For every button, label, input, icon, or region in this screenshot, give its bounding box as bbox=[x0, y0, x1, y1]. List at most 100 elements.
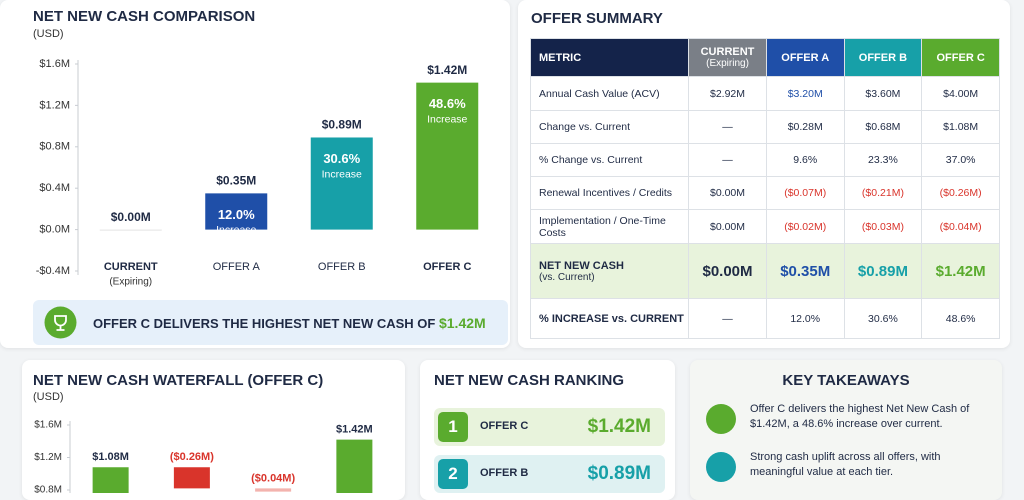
x-tick-label: OFFER A bbox=[213, 261, 261, 273]
column-header: OFFER C bbox=[921, 38, 1000, 77]
waterfall-bar bbox=[255, 488, 292, 492]
bar bbox=[310, 137, 373, 230]
trophy-icon bbox=[44, 306, 77, 339]
value-cell: ($0.21M) bbox=[843, 176, 923, 210]
metric-cell: % INCREASE vs. CURRENT bbox=[529, 298, 690, 339]
value-cell: ($0.26M) bbox=[921, 176, 1000, 210]
y-tick-label: -$0.4M bbox=[36, 265, 70, 277]
value-cell: — bbox=[688, 143, 767, 177]
bar bbox=[416, 82, 479, 230]
metric-cell: % Change vs. Current bbox=[529, 143, 690, 177]
value-cell: $4.00M bbox=[921, 76, 1000, 111]
waterfall-card: NET NEW CASH WATERFALL (OFFER C) (USD) $… bbox=[22, 360, 405, 500]
value-cell: 48.6% bbox=[921, 298, 1000, 339]
value-cell: $0.00M bbox=[688, 176, 767, 210]
value-cell: 30.6% bbox=[843, 298, 923, 339]
value-label: $1.42M bbox=[427, 63, 467, 77]
y-tick-label: $1.2M bbox=[34, 452, 62, 463]
table-row: % INCREASE vs. CURRENT —12.0% 30.6% 48.6% bbox=[529, 298, 1000, 339]
rank-name: OFFER B bbox=[480, 467, 529, 479]
column-label: OFFER B bbox=[858, 51, 908, 64]
table-row: NET NEW CASH (vs. Current) $0.00M $0.35M $0.… bbox=[529, 243, 1000, 299]
value-cell: $1.08M bbox=[921, 110, 1000, 144]
value-cell: 9.6% bbox=[765, 143, 845, 177]
banner: OFFER C DELIVERS THE HIGHEST NET NEW CAS… bbox=[33, 300, 508, 345]
x-tick-note: (Expiring) bbox=[109, 277, 152, 288]
x-tick-label: OFFER C bbox=[423, 261, 471, 273]
value-label: $0.00M bbox=[111, 210, 151, 224]
comparison-card: NET NEW CASH COMPARISON (USD) $1.6M $1.2M… bbox=[0, 0, 510, 348]
chart-subtitle: (USD) bbox=[33, 28, 64, 40]
ranking-title: NET NEW CASH RANKING bbox=[434, 372, 624, 389]
bar bbox=[205, 193, 268, 230]
metric-label: Change vs. Current bbox=[539, 121, 631, 133]
bar-label-caption: Increase bbox=[216, 224, 256, 236]
y-tick-label: $0.8M bbox=[39, 141, 70, 153]
column-note: (Expiring) bbox=[706, 58, 749, 69]
y-tick-label: $0.8M bbox=[34, 485, 62, 493]
column-header: OFFER A bbox=[765, 38, 845, 77]
y-tick-label: $0.4M bbox=[39, 182, 70, 194]
column-header: METRIC bbox=[529, 38, 690, 77]
takeaway-icon bbox=[706, 452, 736, 482]
summary-table: METRIC CURRENT (Expiring) OFFER A OFFER B OFF… bbox=[529, 38, 1000, 339]
value-label: ($0.04M) bbox=[251, 472, 295, 484]
value-cell: $0.00M bbox=[688, 209, 767, 244]
value-cell: $3.20M bbox=[765, 76, 845, 111]
metric-cell: NET NEW CASH (vs. Current) bbox=[529, 243, 690, 299]
rank-value: $1.42M bbox=[587, 416, 651, 437]
value-label: $0.89M bbox=[322, 118, 362, 132]
table-row: Change vs. Current — $0.28M $0.68M $1.08M bbox=[529, 110, 1000, 144]
rank-badge: 2 bbox=[438, 459, 468, 489]
summary-card: OFFER SUMMARY METRIC CURRENT (Expiring) OFF… bbox=[518, 0, 1010, 348]
metric-label: Renewal Incentives / Credits bbox=[539, 187, 673, 199]
value-cell: $0.89M bbox=[843, 243, 923, 299]
waterfall-title: NET NEW CASH WATERFALL (OFFER C) bbox=[33, 372, 324, 389]
value-cell: 23.3% bbox=[843, 143, 923, 177]
banner-highlight: $1.42M bbox=[438, 315, 486, 331]
bar-chart: $1.6M $1.2M $0.8M $0.4M $0.0M -$0.4M $0.00M CUR… bbox=[36, 58, 479, 288]
ranking-card: NET NEW CASH RANKING 1 OFFER C $1.42M 2 OFFE… bbox=[420, 360, 675, 500]
value-cell: $2.92M bbox=[688, 76, 767, 111]
value-cell: $0.35M bbox=[765, 243, 845, 299]
takeaways-title: KEY TAKEAWAYS bbox=[782, 372, 910, 389]
value-label: ($0.26M) bbox=[170, 451, 214, 463]
table-row: Renewal Incentives / Credits $0.00M ($0.07… bbox=[529, 176, 1000, 210]
value-cell: $0.28M bbox=[765, 110, 845, 144]
bar-label: 48.6% bbox=[429, 96, 466, 111]
column-label: OFFER A bbox=[781, 51, 830, 64]
metric-cell: Change vs. Current bbox=[529, 110, 690, 144]
waterfall-bar bbox=[173, 467, 210, 489]
metric-cell: Renewal Incentives / Credits bbox=[529, 176, 690, 210]
value-cell: 12.0% bbox=[765, 298, 845, 339]
waterfall-subtitle: (USD) bbox=[33, 391, 64, 403]
value-cell: ($0.07M) bbox=[765, 176, 845, 210]
banner-label: OFFER C DELIVERS THE HIGHEST NET NEW CAS… bbox=[93, 316, 436, 331]
metric-label: % Change vs. Current bbox=[539, 154, 643, 166]
banner-text: OFFER C DELIVERS THE HIGHEST NET NEW CAS… bbox=[93, 315, 486, 331]
header-row: METRIC CURRENT (Expiring) OFFER A OFFER B OFF… bbox=[529, 38, 1000, 77]
waterfall-chart: $1.6M $1.2M $0.8M $1.08M ($0.26M) ($0.04M) $1.… bbox=[34, 420, 373, 493]
bar-label-caption: Increase bbox=[427, 113, 467, 125]
waterfall-bar bbox=[336, 439, 373, 493]
y-tick-label: $0.0M bbox=[39, 224, 70, 236]
value-cell: $3.60M bbox=[843, 76, 923, 111]
takeaways-card: KEY TAKEAWAYS Offer C delivers the highe… bbox=[690, 360, 1002, 500]
metric-note: (vs. Current) bbox=[539, 271, 595, 283]
metric-label: Annual Cash Value (ACV) bbox=[539, 87, 660, 100]
y-tick-label: $1.6M bbox=[39, 58, 70, 70]
value-cell: — bbox=[688, 298, 767, 339]
column-header: CURRENT (Expiring) bbox=[688, 38, 767, 77]
value-cell: ($0.03M) bbox=[843, 209, 923, 244]
rank-name: OFFER C bbox=[480, 420, 529, 432]
x-tick-label: OFFER B bbox=[318, 261, 366, 273]
rank-badge: 1 bbox=[438, 412, 468, 442]
takeaway-text: Offer C delivers the highest Net New Cas… bbox=[750, 403, 970, 430]
metric-label: Implementation / One-Time Costs bbox=[539, 214, 666, 239]
column-label: CURRENT bbox=[700, 46, 755, 58]
value-cell: — bbox=[688, 110, 767, 144]
metric-cell: Annual Cash Value (ACV) bbox=[529, 76, 690, 111]
column-header: OFFER B bbox=[843, 38, 923, 77]
table-row: % Change vs. Current —9.6% 23.3% 37.0% bbox=[529, 143, 1000, 177]
